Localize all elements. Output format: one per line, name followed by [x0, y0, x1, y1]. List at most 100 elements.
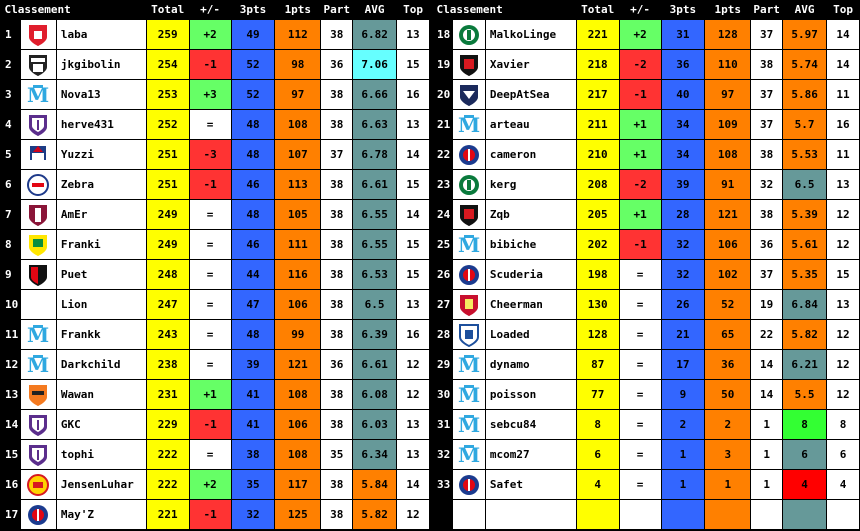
- rank-change: =: [618, 469, 662, 500]
- top-count: 15: [396, 169, 430, 200]
- bordeaux-crest-icon: [458, 83, 480, 107]
- one-point: 36: [704, 349, 752, 380]
- one-point: 109: [704, 109, 752, 140]
- header-1pts: 1pts: [704, 0, 751, 20]
- average: 6.78: [352, 139, 398, 170]
- one-point: 121: [704, 199, 752, 230]
- player-name: Xavier: [484, 49, 577, 80]
- average: 5.74: [782, 49, 828, 80]
- team-logo-cell: [451, 289, 486, 320]
- three-points: [660, 499, 706, 530]
- total-points: 221: [145, 499, 190, 530]
- three-points: 48: [230, 139, 276, 170]
- three-points: 28: [660, 199, 706, 230]
- player-name: [484, 499, 577, 530]
- player-name: herve431: [55, 109, 147, 140]
- one-point: 108: [274, 109, 322, 140]
- participations: 1: [750, 439, 784, 470]
- total-points: 249: [145, 229, 190, 260]
- player-name: Frankk: [55, 319, 147, 350]
- total-points: 254: [145, 49, 190, 80]
- top-count: 14: [826, 19, 860, 50]
- table-row: 17 May'Z 221 -1 32 125 38 5.82 12: [0, 499, 430, 530]
- rank-change: -1: [188, 49, 232, 80]
- rank-cell: 5: [0, 139, 21, 170]
- top-count: 12: [396, 379, 430, 410]
- marseille-crest-icon: M: [458, 113, 480, 137]
- rank-change: -1: [188, 409, 232, 440]
- participations: 35: [320, 439, 354, 470]
- total-points: 202: [575, 229, 620, 260]
- rank-change: =: [188, 439, 232, 470]
- top-count: 4: [826, 469, 860, 500]
- rank-cell: 30: [432, 379, 453, 410]
- total-points: 229: [145, 409, 190, 440]
- table-row: 1 laba 259 +2 49 112 38 6.82 13: [0, 19, 430, 50]
- participations: 37: [750, 109, 784, 140]
- marseille-crest-icon: M: [27, 83, 49, 107]
- player-name: tophi: [55, 439, 147, 470]
- average: 5.35: [782, 259, 828, 290]
- three-points: 38: [230, 439, 276, 470]
- participations: 38: [320, 199, 354, 230]
- lorient-crest-icon: [27, 383, 49, 407]
- one-point: 98: [274, 49, 322, 80]
- header-3pts: 3pts: [661, 0, 705, 20]
- average: 8: [782, 409, 828, 440]
- one-point: 97: [274, 79, 322, 110]
- team-logo-cell: [19, 199, 57, 230]
- participations: 14: [750, 349, 784, 380]
- rank-cell: 29: [432, 349, 453, 380]
- one-point: 121: [274, 349, 322, 380]
- three-points: 52: [230, 49, 276, 80]
- table-row: 13 Wawan 231 +1 41 108 38 6.08 12: [0, 379, 430, 410]
- rank-change: +3: [188, 79, 232, 110]
- top-count: 15: [396, 229, 430, 260]
- player-name: AmEr: [55, 199, 147, 230]
- average: 5.53: [782, 139, 828, 170]
- team-logo-cell: [19, 109, 57, 140]
- table-row: 27 Cheerman 130 = 26 52 19 6.84 13: [432, 289, 860, 320]
- average: 4: [782, 469, 828, 500]
- one-point: 108: [274, 379, 322, 410]
- svg-text:M: M: [458, 233, 480, 257]
- table-row: 4 herve431 252 = 48 108 38 6.63 13: [0, 109, 430, 140]
- header-diff: +/-: [619, 0, 661, 20]
- three-points: 26: [660, 289, 706, 320]
- participations: 38: [320, 109, 354, 140]
- average: 5.7: [782, 109, 828, 140]
- one-point: 1: [704, 469, 752, 500]
- total-points: 205: [575, 199, 620, 230]
- player-name: bibiche: [484, 229, 577, 260]
- team-logo-cell: [451, 499, 486, 530]
- participations: 38: [320, 409, 354, 440]
- participations: 38: [320, 289, 354, 320]
- total-points: 248: [145, 259, 190, 290]
- top-count: 15: [826, 259, 860, 290]
- rank-cell: 8: [0, 229, 21, 260]
- participations: 38: [320, 169, 354, 200]
- total-points: 259: [145, 19, 190, 50]
- rank-change: =: [188, 259, 232, 290]
- average: 5.82: [352, 499, 398, 530]
- average: 6.03: [352, 409, 398, 440]
- one-point: 113: [274, 169, 322, 200]
- table-row: 15 tophi 222 = 38 108 35 6.34 13: [0, 439, 430, 470]
- team-logo-cell: [19, 259, 57, 290]
- standings-left-panel: Classement Total +/- 3pts 1pts Part AVG …: [0, 0, 430, 530]
- total-points: 222: [145, 469, 190, 500]
- total-points: 252: [145, 109, 190, 140]
- top-count: 16: [826, 109, 860, 140]
- participations: 38: [750, 139, 784, 170]
- rank-change: -1: [188, 499, 232, 530]
- average: 5.39: [782, 199, 828, 230]
- average: 6.82: [352, 19, 398, 50]
- total-points: 251: [145, 139, 190, 170]
- participations: 37: [750, 259, 784, 290]
- team-logo-cell: M: [451, 229, 486, 260]
- participations: [750, 499, 784, 530]
- three-points: 32: [660, 259, 706, 290]
- header-1pts: 1pts: [274, 0, 321, 20]
- total-points: 4: [575, 469, 620, 500]
